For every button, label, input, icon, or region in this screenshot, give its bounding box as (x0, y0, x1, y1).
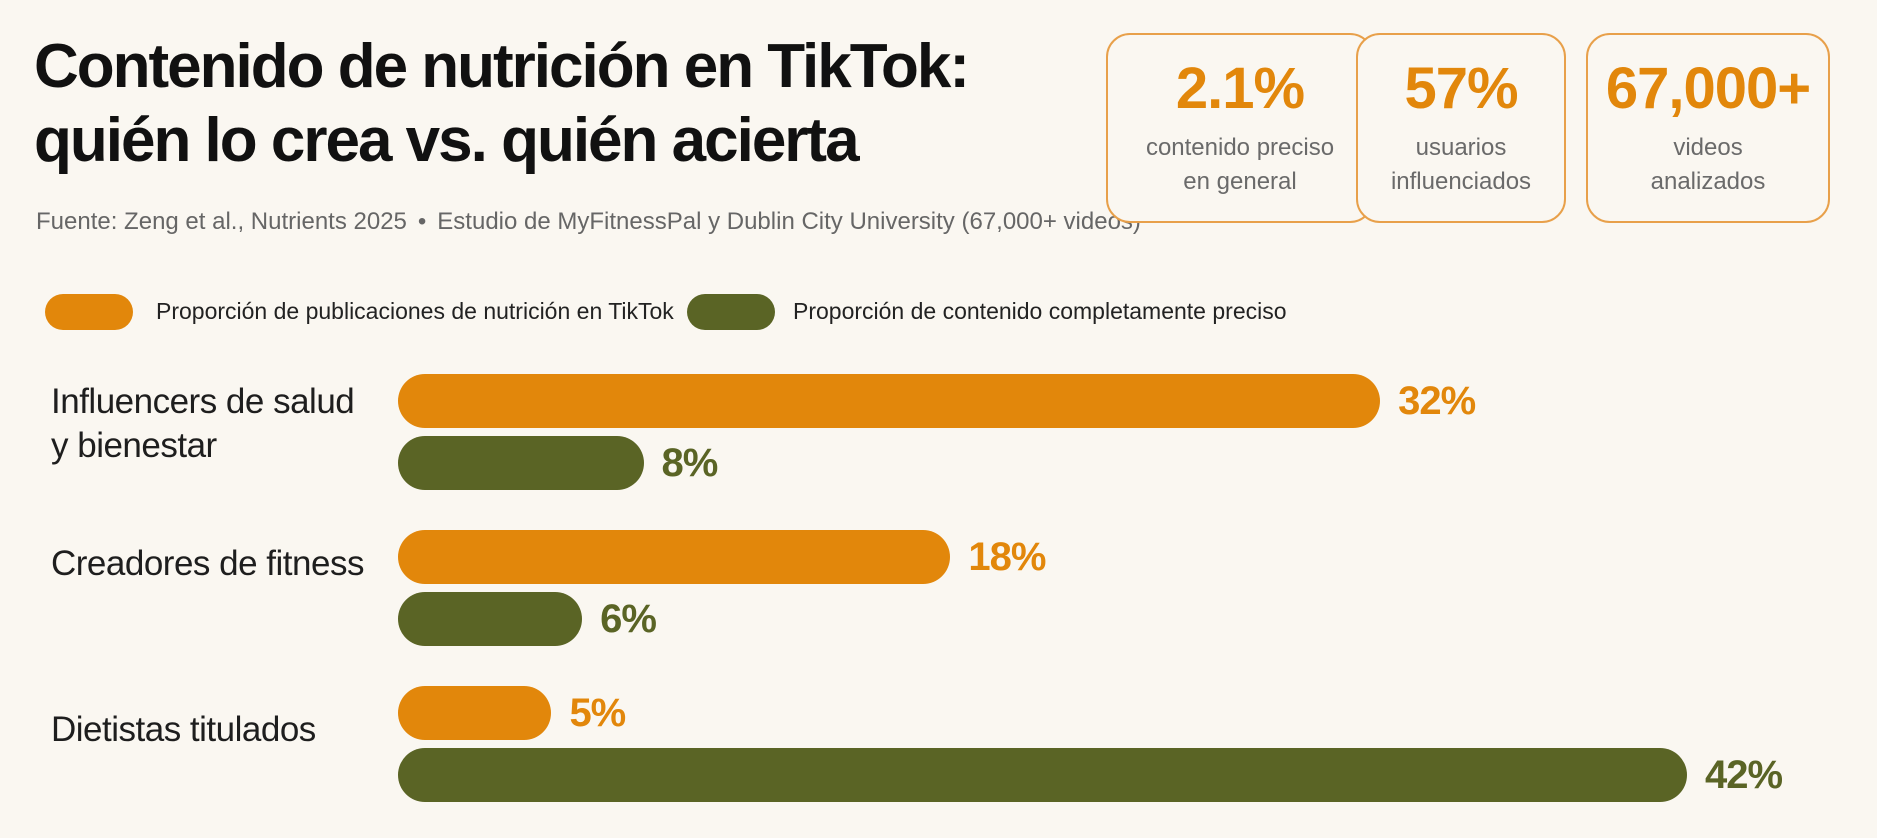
stat-label: usuarios influenciados (1390, 134, 1532, 195)
legend-swatch-green (687, 294, 775, 330)
bar-value-label: 8% (661, 441, 719, 485)
title-line-2: quién lo crea vs. quién acierta (34, 106, 860, 175)
bar (398, 530, 951, 584)
stat-card-users: 57% usuarios influenciados (1356, 33, 1566, 223)
legend-label: Proporción de publicaciones de nutrición… (156, 298, 674, 324)
stat-value: 2.1% (1175, 56, 1305, 121)
stat-value: 67,000+ (1605, 56, 1811, 121)
legend-swatch-orange (45, 294, 133, 330)
source-separator: • (417, 208, 427, 235)
bar-value-label: 42% (1705, 753, 1783, 797)
category-label: Dietistas titulados (51, 710, 316, 749)
legend-label: Proporción de contenido completamente pr… (793, 298, 1287, 324)
source-study: Estudio de MyFitnessPal y Dublin City Un… (437, 208, 1141, 235)
stat-label: videos analizados (1650, 134, 1766, 195)
category-label: Creadores de fitness (51, 544, 364, 583)
stat-label: contenido preciso en general (1145, 134, 1335, 195)
page-title: Contenido de nutrición en TikTok: quién … (34, 30, 1094, 178)
stat-value: 57% (1404, 56, 1518, 121)
bar-value-label: 5% (569, 691, 626, 735)
bar (398, 748, 1687, 802)
bar (398, 592, 583, 646)
title-line-1: Contenido de nutrición en TikTok: (34, 32, 970, 101)
source-note: Fuente: Zeng et al., Nutrients 2025 • Estu… (36, 208, 1141, 236)
category-label: Influencers de salud y bienestar (51, 382, 355, 465)
bar (398, 436, 644, 490)
stat-card-videos: 67,000+ videos analizados (1586, 33, 1830, 223)
bar (398, 686, 552, 740)
bar (398, 374, 1381, 428)
source-citation: Fuente: Zeng et al., Nutrients 2025 (36, 208, 407, 235)
bar-value-label: 18% (968, 535, 1046, 579)
stat-card-accuracy: 2.1% contenido preciso en general (1106, 33, 1374, 223)
bar-value-label: 32% (1398, 379, 1476, 423)
bar-value-label: 6% (600, 597, 657, 641)
